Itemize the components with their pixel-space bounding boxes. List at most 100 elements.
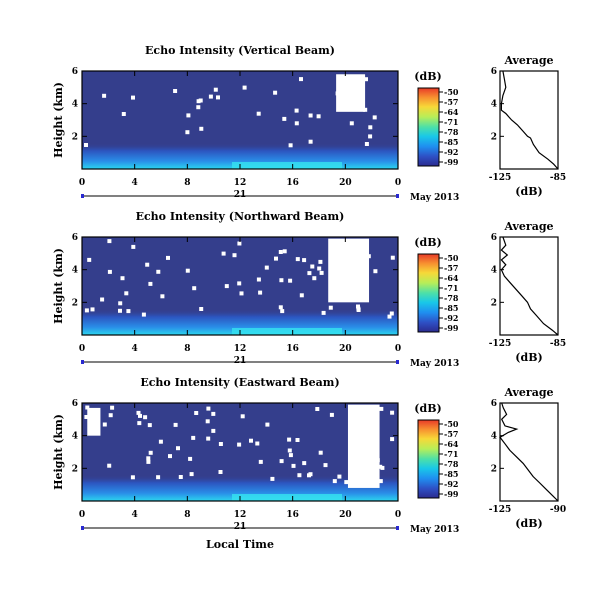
missing-data-pixel	[206, 406, 211, 411]
missing-data-pixel	[368, 125, 373, 130]
missing-data-pixel	[118, 308, 122, 313]
profile-line	[500, 236, 559, 336]
missing-data-pixel	[156, 269, 161, 274]
missing-data-pixel	[126, 309, 131, 314]
missing-data-pixel	[297, 473, 302, 478]
missing-data-pixel	[265, 422, 270, 427]
colorbar-tick-label: -57	[444, 97, 458, 107]
x-tick-label: 4	[132, 344, 138, 354]
missing-data-pixel	[192, 286, 197, 291]
x-tick-label: 8	[184, 178, 190, 188]
heatmap-strong-echo	[232, 328, 342, 335]
missing-data-pixel	[95, 415, 100, 420]
colorbar-tick-label: -50	[444, 419, 459, 429]
colorbar-unit: (dB)	[414, 402, 441, 415]
missing-data-pixel	[389, 311, 394, 316]
missing-data-pixel	[344, 480, 349, 485]
x-tick-label: 12	[234, 510, 247, 520]
missing-data-pixel	[375, 458, 380, 463]
profile-y-tick-label: 2	[491, 298, 497, 308]
missing-data-pixel	[356, 308, 361, 312]
missing-data-pixel	[107, 239, 112, 244]
profile-y-tick-label: 6	[491, 67, 497, 77]
missing-data-pixel	[216, 95, 220, 100]
missing-data-pixel	[270, 476, 275, 481]
missing-data-pixel	[378, 479, 383, 484]
colorbar-unit: (dB)	[414, 236, 441, 249]
missing-data-pixel	[258, 290, 263, 295]
y-axis-title: Height (km)	[52, 414, 65, 490]
missing-data-pixel	[84, 308, 89, 313]
missing-data-pixel	[156, 475, 161, 480]
missing-data-pixel	[295, 257, 300, 262]
missing-data-pixel	[218, 470, 223, 474]
missing-data-pixel	[355, 256, 360, 261]
x-tick-label: 0	[395, 510, 401, 520]
missing-data-pixel	[160, 294, 165, 299]
missing-data-pixel	[221, 251, 226, 256]
missing-data-pixel	[131, 95, 135, 100]
day-label: 21	[234, 522, 247, 532]
missing-data-pixel	[84, 143, 88, 147]
missing-data-pixel	[318, 450, 323, 455]
missing-data-pixel	[299, 77, 303, 82]
missing-data-pixel	[368, 134, 373, 139]
day-span-marker	[81, 360, 84, 364]
y-tick-label: 4	[72, 100, 78, 110]
missing-data-pixel	[288, 143, 293, 148]
profile-y-tick-label: 2	[491, 132, 497, 142]
missing-data-pixel	[218, 442, 223, 446]
x-tick-label: 8	[184, 344, 190, 354]
missing-data-pixel	[387, 314, 392, 319]
profile-y-tick-label: 2	[491, 464, 497, 474]
missing-data-pixel	[120, 276, 125, 281]
missing-data-pixel	[146, 456, 151, 461]
date-label: May 2013	[410, 193, 459, 203]
missing-data-pixel	[199, 307, 204, 311]
day-span-marker	[81, 526, 84, 530]
missing-data-pixel	[364, 456, 369, 461]
missing-data-pixel	[211, 411, 216, 416]
missing-data-pixel	[328, 305, 333, 310]
missing-data-pixel	[390, 437, 395, 442]
missing-data-pixel	[317, 266, 322, 271]
profile-y-tick-label: 4	[491, 432, 497, 442]
x-tick-label: 12	[234, 178, 247, 188]
missing-data-pixel	[136, 410, 141, 415]
panel-1: Echo Intensity (Vertical Beam) 2 4 6 Height …	[52, 44, 566, 203]
missing-data-pixel	[264, 265, 269, 270]
colorbar-unit: (dB)	[414, 70, 441, 83]
missing-data-pixel	[87, 257, 92, 262]
profile-frame	[499, 70, 559, 170]
profile-x-title: (dB)	[515, 351, 542, 364]
y-tick-label: 4	[72, 266, 78, 276]
missing-data-pixel	[349, 121, 354, 126]
profile-x-title: (dB)	[515, 185, 542, 198]
missing-data-pixel	[186, 113, 191, 118]
profile-x-tick-label: -125	[489, 173, 512, 183]
x-tick-label: 4	[132, 510, 138, 520]
day-span-marker	[396, 526, 399, 530]
date-label: May 2013	[410, 525, 459, 535]
profile-y-tick-label: 4	[491, 100, 497, 110]
missing-data-pixel	[332, 479, 337, 484]
missing-data-pixel	[213, 87, 218, 92]
missing-data-pixel	[352, 447, 357, 452]
missing-data-pixel	[364, 77, 368, 82]
missing-data-pixel	[390, 410, 395, 415]
panel-title: Echo Intensity (Northward Beam)	[136, 210, 345, 223]
y-tick-label: 6	[72, 233, 78, 243]
x-tick-label: 0	[395, 178, 401, 188]
missing-data-pixel	[294, 108, 299, 113]
missing-data-pixel	[319, 270, 324, 275]
missing-data-pixel	[353, 425, 358, 430]
missing-data-pixel	[148, 450, 153, 455]
profile-title: Average	[503, 220, 553, 233]
profile-title: Average	[503, 54, 553, 67]
colorbar-tick-label: -85	[444, 303, 458, 313]
missing-data-pixel	[240, 414, 245, 419]
missing-data-pixel	[237, 241, 242, 246]
y-tick-label: 6	[72, 399, 78, 409]
colorbar-tick-label: -85	[444, 469, 458, 479]
